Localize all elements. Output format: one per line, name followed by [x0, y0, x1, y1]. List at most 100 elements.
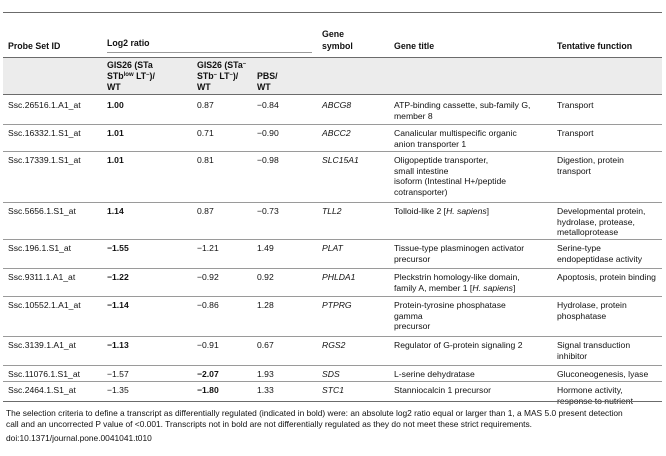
row-slc15a1-log2-v2: 0.81: [197, 155, 214, 165]
row-ptprg-probe: Ssc.10552.1.A1_at: [8, 300, 81, 310]
row-ptprg-function-line2: phosphatase: [557, 310, 607, 321]
row-abcg8-gene-title-line1: ATP-binding cassette, sub-family G,: [394, 100, 531, 110]
header-gene-symbol-line2: symbol: [322, 41, 353, 51]
row-rgs2-probe: Ssc.3139.1.A1_at: [8, 340, 76, 350]
row-sds-probe: Ssc.11076.1.S1_at: [8, 369, 80, 379]
row-abcc2-log2-v3: −0.90: [257, 128, 279, 138]
row-abcg8-gene-symbol: ABCG8: [322, 100, 352, 110]
top-rule: [3, 12, 662, 13]
row-rgs2-function-line2: inhibitor: [557, 350, 588, 361]
row-plat-gene-title-line2: precursor: [394, 253, 431, 264]
row-phlda1-function-line1: Apoptosis, protein binding: [557, 272, 656, 282]
row-rgs2-gene-title-line1: Regulator of G-protein signaling 2: [394, 340, 523, 350]
row-slc15a1-gene-title-line4: cotransporter): [394, 186, 448, 197]
row-stc1-probe: Ssc.2464.1.S1_at: [8, 385, 76, 395]
row-stc1-log2-v1: −1.35: [107, 385, 129, 395]
row-sds-log2-v1: −1.57: [107, 369, 129, 379]
row-slc15a1-bottom-rule: [3, 202, 662, 203]
subheader-gis26-stb-low-part: )/: [149, 71, 155, 81]
species-name: H. sapiens: [472, 282, 513, 293]
row-slc15a1-gene-symbol: SLC15A1: [322, 155, 359, 165]
row-abcg8-bottom-rule: [3, 124, 662, 125]
row-plat-gene-title-line1: Tissue-type plasminogen activator: [394, 243, 525, 253]
row-slc15a1-gene-title-line3: isoform (Intestinal H+/peptide: [394, 176, 507, 186]
row-phlda1-log2-v1: −1.22: [107, 272, 129, 282]
header-rule: [3, 57, 662, 58]
footnote-line2: call and an uncorrected P value of <0.00…: [6, 419, 532, 429]
subheader-gis26-stb-neg-part: WT: [197, 82, 211, 92]
row-plat-bottom-rule: [3, 268, 662, 269]
row-slc15a1-gene-title-line2: small intestine: [394, 165, 449, 176]
row-rgs2-log2-v3: 0.67: [257, 340, 274, 350]
row-phlda1-log2-v3: 0.92: [257, 272, 274, 282]
row-abcc2-gene-symbol: ABCC2: [322, 128, 351, 138]
row-phlda1-gene-title-line2: family A, member 1 [H. sapiens]: [394, 283, 515, 294]
row-rgs2-gene-symbol: RGS2: [322, 340, 346, 350]
row-stc1-gene-title-line1: Stanniocalcin 1 precursor: [394, 385, 491, 395]
row-abcg8-gene-title-line2: member 8: [394, 110, 433, 121]
row-tll2-gene-symbol: TLL2: [322, 206, 342, 216]
row-sds-log2-v3: 1.93: [257, 369, 274, 379]
row-rgs2-function-line1: Signal transduction: [557, 340, 631, 350]
row-abcc2-log2-v2: 0.71: [197, 128, 214, 138]
row-phlda1-gene-symbol: PHLDA1: [322, 272, 356, 282]
subheader-gis26-stb-low-part: GIS26 (STa: [107, 60, 153, 70]
row-stc1-log2-v3: 1.33: [257, 385, 274, 395]
row-sds-bottom-rule: [3, 381, 662, 382]
row-stc1-log2-v2: −1.80: [197, 385, 219, 395]
row-ptprg-gene-title-line1: Protein-tyrosine phosphatase: [394, 300, 506, 310]
subheader-gis26-stb-low-part: WT: [107, 82, 121, 92]
row-abcc2-gene-title-line2: anion transporter 1: [394, 138, 467, 149]
row-abcc2-gene-title-line1: Canalicular multispecific organic: [394, 128, 517, 138]
row-abcg8-function-line1: Transport: [557, 100, 594, 110]
subheader-gis26-stb-low-part: STb: [107, 71, 124, 81]
row-phlda1-probe: Ssc.9311.1.A1_at: [8, 272, 76, 282]
subheader-gis26-stb-low-part: –: [146, 72, 150, 78]
row-ptprg-log2-v1: −1.14: [107, 300, 129, 310]
subheader-gis26-stb-low-part: low: [123, 72, 134, 78]
row-phlda1-log2-v2: −0.92: [197, 272, 219, 282]
header-function: Tentative function: [557, 41, 633, 51]
subheader-gis26-stb-low-line1: GIS26 (STa: [107, 60, 153, 71]
row-stc1-function-line1: Hormone activity,: [557, 385, 623, 395]
row-sds-gene-title-line1: L-serine dehydratase: [394, 369, 475, 379]
row-slc15a1-gene-title-line1: Oligopeptide transporter,: [394, 155, 489, 165]
subheader-gis26-stb-neg-part: LT: [216, 71, 230, 81]
row-stc1-bottom-rule: [3, 401, 662, 402]
row-abcc2-probe: Ssc.16332.1.S1_at: [8, 128, 81, 138]
title-text: ]: [512, 282, 516, 293]
footnote-line1: The selection criteria to define a trans…: [6, 408, 623, 418]
subheader-pbs-line1: PBS/: [257, 71, 278, 81]
row-slc15a1-log2-v1: 1.01: [107, 155, 124, 165]
subheader-gis26-stb-neg-part: –: [213, 72, 217, 78]
row-slc15a1-log2-v3: −0.98: [257, 155, 279, 165]
row-plat-gene-symbol: PLAT: [322, 243, 343, 253]
row-plat-probe: Ssc.196.1.S1_at: [8, 243, 72, 253]
row-tll2-log2-v3: −0.73: [257, 206, 279, 216]
title-text: family A, member 1 [: [394, 282, 473, 293]
species-name: H. sapiens: [446, 206, 487, 216]
row-ptprg-gene-symbol: PTPRG: [322, 300, 352, 310]
subheader-pbs-line2: WT: [257, 82, 271, 92]
row-phlda1-bottom-rule: [3, 296, 662, 297]
subheader-gis26-stb-neg-part: –: [229, 72, 233, 78]
row-stc1-function-line2: response to nutrient: [557, 396, 633, 407]
row-abcg8-log2-v1: 1.00: [107, 100, 124, 110]
row-slc15a1-function-line2: transport: [557, 165, 591, 176]
row-plat-log2-v1: −1.55: [107, 243, 129, 253]
row-plat-log2-v2: −1.21: [197, 243, 219, 253]
row-tll2-bottom-rule: [3, 239, 662, 240]
title-text: ]: [486, 206, 490, 216]
row-ptprg-function-line1: Hydrolase, protein: [557, 300, 627, 310]
row-ptprg-log2-v3: 1.28: [257, 300, 274, 310]
row-rgs2-bottom-rule: [3, 365, 662, 366]
row-tll2-log2-v1: 1.14: [107, 206, 124, 216]
subheader-gis26-stb-neg-part: –: [242, 61, 247, 67]
row-ptprg-log2-v2: −0.86: [197, 300, 219, 310]
subheader-gis26-stb-neg-line1: GIS26 (STa–: [197, 60, 246, 71]
row-abcc2-log2-v1: 1.01: [107, 128, 124, 138]
header-gene-title: Gene title: [394, 41, 435, 51]
row-stc1-gene-symbol: STC1: [322, 385, 344, 395]
row-tll2-function-line1: Developmental protein,: [557, 206, 646, 216]
